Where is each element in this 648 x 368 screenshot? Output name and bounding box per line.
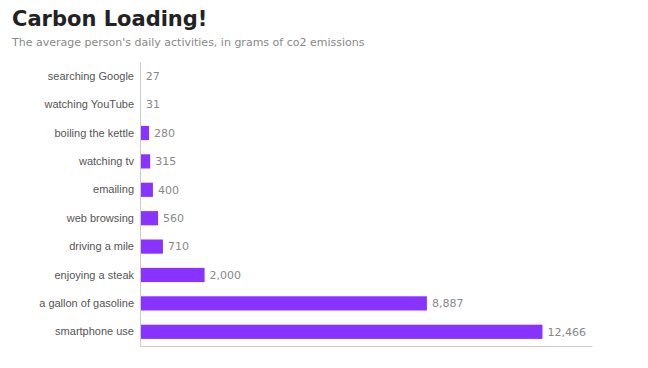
data-label: 560 <box>163 212 184 225</box>
plot: 27 31 280 315 400 560 710 2,000 8,887 12,466 searc… <box>39 63 592 347</box>
y-tick: web browsing <box>66 212 134 224</box>
bar <box>140 325 542 339</box>
data-label: 315 <box>155 155 176 168</box>
subtitle: The average person's daily activities, i… <box>11 36 365 49</box>
y-tick-label: web browsing <box>66 212 134 224</box>
data-label: 400 <box>158 184 179 197</box>
bar <box>140 154 150 168</box>
y-tick: enjoying a steak <box>55 269 135 281</box>
data-label: 710 <box>168 240 189 253</box>
chart: Carbon Loading! The average person's dail… <box>0 0 648 368</box>
y-axis: searching Google watching YouTube boiling … <box>39 63 140 347</box>
y-tick-label: driving a mile <box>69 240 134 252</box>
y-axis-line <box>140 63 141 347</box>
y-tick-label: searching Google <box>48 70 134 82</box>
y-tick-label: boiling the kettle <box>55 127 135 139</box>
y-tick-label: watching tv <box>78 155 135 167</box>
bar <box>140 296 427 310</box>
data-label: 280 <box>154 127 175 140</box>
y-tick-label: emailing <box>93 183 134 195</box>
y-tick: a gallon of gasoline <box>39 297 134 309</box>
y-tick-label: smartphone use <box>55 325 134 337</box>
title: Carbon Loading! <box>12 7 207 31</box>
y-tick: smartphone use <box>55 325 134 337</box>
y-tick: emailing <box>93 183 134 195</box>
y-tick-label: enjoying a steak <box>55 269 135 281</box>
x-axis <box>141 346 593 347</box>
data-label: 12,466 <box>547 326 586 339</box>
data-label: 31 <box>146 98 160 111</box>
y-tick: searching Google <box>48 70 134 82</box>
y-tick: watching YouTube <box>44 98 135 110</box>
bar <box>140 268 205 282</box>
bar <box>140 183 153 197</box>
y-tick-label: a gallon of gasoline <box>39 297 134 309</box>
bar <box>140 211 158 225</box>
bars <box>140 69 542 339</box>
y-tick-label: watching YouTube <box>44 98 135 110</box>
bar <box>140 126 149 140</box>
x-axis-line <box>141 346 593 347</box>
bar <box>140 240 163 254</box>
data-label: 27 <box>146 70 160 83</box>
y-tick: watching tv <box>78 155 135 167</box>
data-label: 8,887 <box>432 297 464 310</box>
data-label: 2,000 <box>210 269 242 282</box>
y-tick: boiling the kettle <box>55 127 135 139</box>
y-tick: driving a mile <box>69 240 134 252</box>
data-labels: 27 31 280 315 400 560 710 2,000 8,887 12,466 <box>146 70 586 339</box>
